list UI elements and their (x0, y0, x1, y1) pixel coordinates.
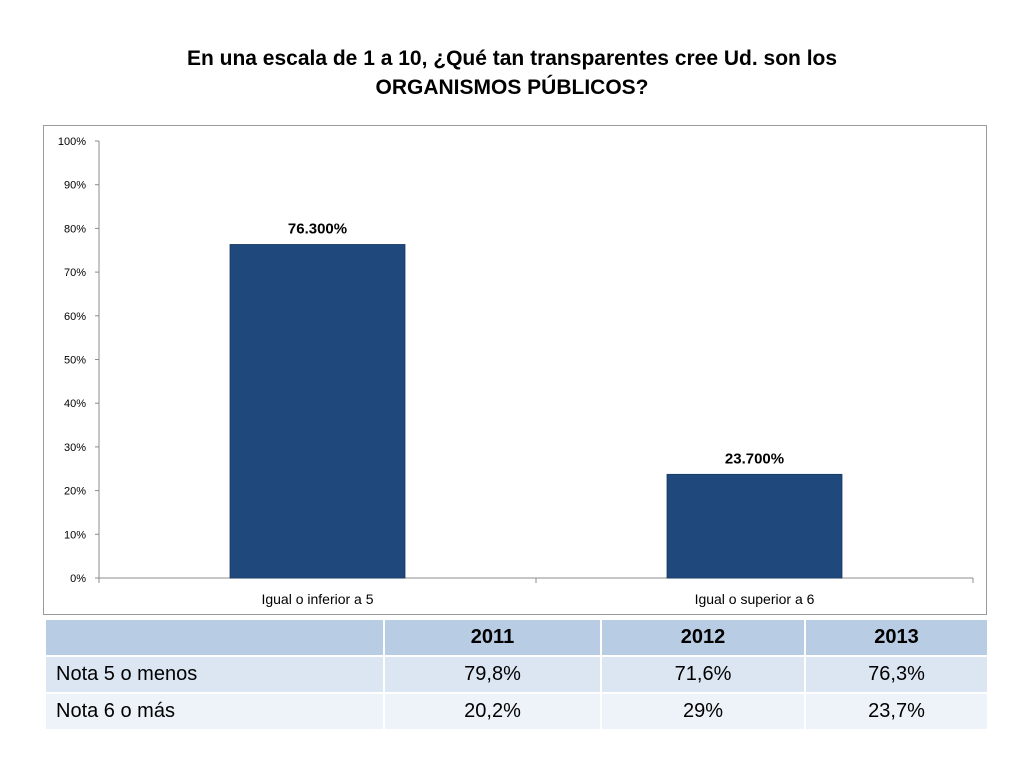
slide-title: En una escala de 1 a 10, ¿Qué tan transp… (0, 44, 1024, 102)
y-tick-label: 40% (64, 398, 86, 410)
bar-data-label: 76.300% (288, 221, 347, 238)
y-tick-label: 50% (64, 355, 86, 367)
y-tick-label: 30% (64, 442, 86, 454)
table-header-row: 2011 2012 2013 (44, 618, 989, 657)
x-category-label: Igual o superior a 6 (695, 591, 815, 607)
slide-title-line-1: En una escala de 1 a 10, ¿Qué tan transp… (186, 47, 838, 70)
y-tick-label: 80% (64, 223, 86, 235)
table-cell: 20,2% (383, 692, 602, 731)
table-cell: 29% (600, 692, 806, 731)
bar-chart: 0% 10% 20% 30% 40% 50% 60% 70% 80% 90% 100% 76.300%… (58, 136, 974, 607)
y-tick-label: 10% (64, 529, 86, 541)
table-cell: 76,3% (804, 655, 989, 694)
y-tick-label: 60% (64, 311, 86, 323)
survey-table: 2011 2012 2013 Nota 5 o menos 79,8% 71,6… (44, 618, 989, 731)
column-header-2012: 2012 (600, 618, 806, 657)
slide-title-line-2: ORGANISMOS PÚBLICOS? (375, 76, 649, 99)
y-tick-label: 0% (70, 573, 86, 585)
chart-frame: 0% 10% 20% 30% 40% 50% 60% 70% 80% 90% 100% 76.300%… (43, 125, 987, 615)
table-corner-cell (44, 618, 385, 657)
x-category-label: Igual o inferior a 5 (261, 591, 373, 607)
bar (229, 244, 406, 579)
row-label: Nota 6 o más (44, 692, 385, 731)
table-cell: 71,6% (600, 655, 806, 694)
row-label: Nota 5 o menos (44, 655, 385, 694)
table-cell: 79,8% (383, 655, 602, 694)
y-tick-label: 90% (64, 180, 86, 192)
y-tick-label: 100% (58, 136, 86, 148)
y-tick-label: 70% (64, 267, 86, 279)
column-header-2013: 2013 (804, 618, 989, 657)
bar-data-label: 23.700% (725, 450, 784, 467)
table-row: Nota 6 o más 20,2% 29% 23,7% (44, 692, 989, 731)
table-cell: 23,7% (804, 692, 989, 731)
y-tick-label: 20% (64, 486, 86, 498)
column-header-2011: 2011 (383, 618, 602, 657)
bar (666, 473, 843, 579)
table-row: Nota 5 o menos 79,8% 71,6% 76,3% (44, 655, 989, 694)
